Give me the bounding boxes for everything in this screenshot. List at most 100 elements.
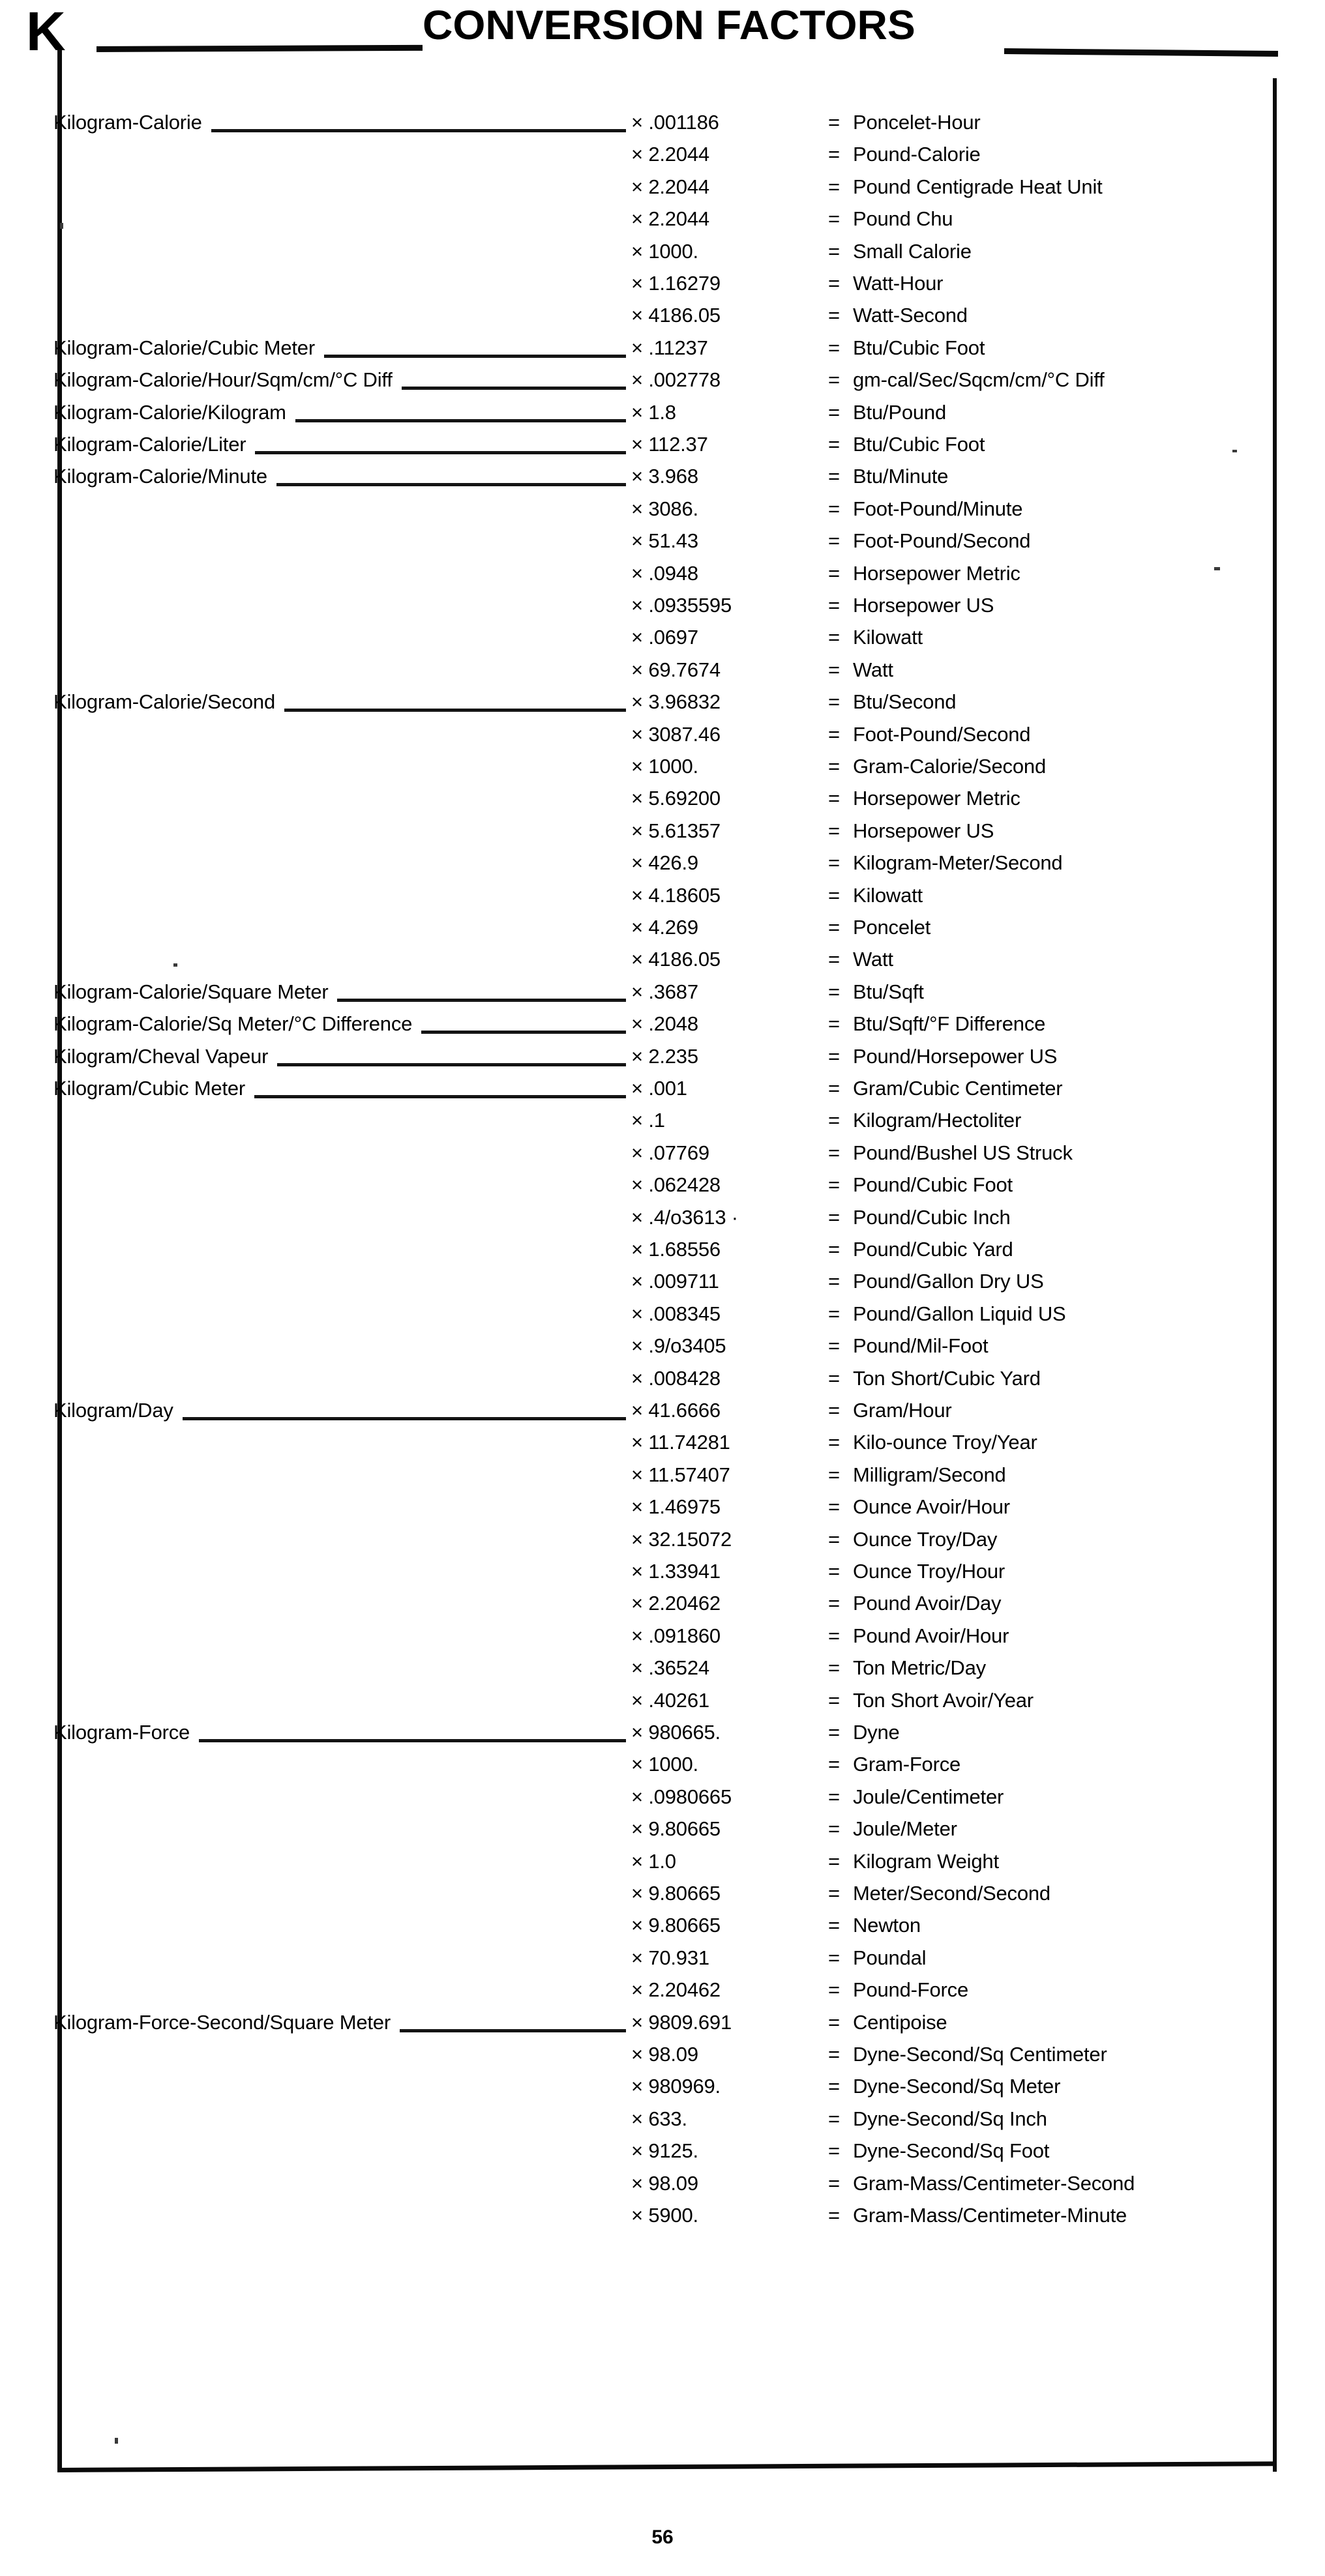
result-unit: = Btu/Second <box>828 689 956 715</box>
result-unit: = Foot-Pound/Second <box>828 528 1031 554</box>
result-unit: = Pound/Cubic Inch <box>828 1205 1011 1231</box>
result-unit: = Horsepower Metric <box>828 561 1020 587</box>
conversion-factor: × 2.20462 <box>631 1592 721 1615</box>
table-row: × .0980665 = Joule/Centimeter <box>0 1784 1325 1816</box>
table-row: × 1000. = Gram-Calorie/Second <box>0 754 1325 785</box>
result-unit-label: Ounce Troy/Hour <box>853 1560 1005 1583</box>
equals-sign: = <box>828 1560 840 1583</box>
conversion-factor: × 5.69200 <box>631 787 721 810</box>
result-unit: = Pound/Mil-Foot <box>828 1333 989 1359</box>
page-number: 56 <box>651 2526 674 2548</box>
equals-sign: = <box>828 304 840 327</box>
result-unit-label: Btu/Pound <box>853 400 946 424</box>
equals-sign: = <box>828 1012 840 1036</box>
equals-sign: = <box>828 1205 840 1229</box>
table-row: × .091860 = Pound Avoir/Hour <box>0 1623 1325 1655</box>
equals-sign: = <box>828 883 840 907</box>
equals-sign: = <box>828 1978 840 2002</box>
result-unit: = Dyne-Second/Sq Centimeter <box>828 2042 1107 2068</box>
equals-sign: = <box>828 1688 840 1712</box>
conversion-factor: × 11.74281 <box>631 1431 730 1454</box>
scan-speckle <box>60 223 63 229</box>
conversion-factor: × .001 <box>631 1077 687 1100</box>
conversion-factor: × 70.931 <box>631 1946 709 1969</box>
conversion-factor: × 5.61357 <box>631 819 721 842</box>
conversion-factor: × 2.20462 <box>631 1978 721 2002</box>
table-row: × .36524 = Ton Metric/Day <box>0 1655 1325 1687</box>
conversion-factor: × 1.0 <box>631 1849 676 1873</box>
equals-sign: = <box>828 2139 840 2163</box>
equals-sign: = <box>828 1753 840 1776</box>
result-unit-label: Dyne <box>853 1721 900 1744</box>
unit-label: Kilogram-Force <box>53 1721 190 1744</box>
equals-sign: = <box>828 336 840 359</box>
table-row: × 3087.46 = Foot-Pound/Second <box>0 722 1325 754</box>
scan-speckle <box>1232 450 1237 452</box>
equals-sign: = <box>828 1334 840 1358</box>
table-row: Kilogram/Day × 41.6666 = Gram/Hour <box>0 1398 1325 1429</box>
result-unit-label: Btu/Sqft/°F Difference <box>853 1012 1046 1036</box>
table-row: × 4.269 = Poncelet <box>0 915 1325 946</box>
result-unit-label: Pound-Force <box>853 1978 969 2002</box>
table-row: × 1.33941 = Ounce Troy/Hour <box>0 1559 1325 1590</box>
table-row: × 4.18605 = Kilowatt <box>0 883 1325 915</box>
result-unit: = Pound Avoir/Day <box>828 1590 1002 1617</box>
result-unit-label: Horsepower Metric <box>853 787 1020 810</box>
equals-sign: = <box>828 2204 840 2227</box>
leader-rule <box>323 354 626 358</box>
result-unit: = Btu/Minute <box>828 463 948 490</box>
conversion-factor: × 9125. <box>631 2139 698 2163</box>
result-unit: = Horsepower US <box>828 593 994 619</box>
equals-sign: = <box>828 2107 840 2130</box>
table-row: × 9.80665 = Newton <box>0 1912 1325 1944</box>
table-row: × 5.69200 = Horsepower Metric <box>0 785 1325 817</box>
conversion-factor: × .0980665 <box>631 1785 732 1808</box>
conversion-factor: × 633. <box>631 2107 687 2130</box>
result-unit-label: Pound Avoir/Day <box>853 1592 1002 1615</box>
conversion-factor: × .36524 <box>631 1656 709 1680</box>
result-unit: = Gram-Calorie/Second <box>828 754 1046 780</box>
conversion-factor: × .091860 <box>631 1624 721 1647</box>
result-unit: = Btu/Pound <box>828 400 946 426</box>
table-row: × 1.46975 = Ounce Avoir/Hour <box>0 1494 1325 1526</box>
conversion-factor: × 3.968 <box>631 465 698 488</box>
table-row: × 2.2044 = Pound-Calorie <box>0 141 1325 173</box>
result-unit-label: Kilogram/Hectoliter <box>853 1109 1022 1132</box>
table-row: × 98.09 = Dyne-Second/Sq Centimeter <box>0 2042 1325 2073</box>
equals-sign: = <box>828 207 840 231</box>
result-unit-label: Small Calorie <box>853 239 972 263</box>
table-row: Kilogram-Force × 980665. = Dyne <box>0 1720 1325 1751</box>
conversion-factor: × 2.2044 <box>631 143 709 166</box>
result-unit: = Ounce Troy/Day <box>828 1527 997 1553</box>
conversion-factor: × 2.2044 <box>631 175 709 198</box>
unit-label: Kilogram-Calorie/Cubic Meter <box>53 336 315 359</box>
conversion-factor: × 1.8 <box>631 400 676 424</box>
conversion-factor: × 5900. <box>631 2204 698 2227</box>
equals-sign: = <box>828 722 840 746</box>
leader-rule <box>276 483 626 487</box>
table-row: × .008428 = Ton Short/Cubic Yard <box>0 1366 1325 1398</box>
result-unit-label: Ton Short Avoir/Year <box>853 1688 1034 1712</box>
conversion-factor: × 9.80665 <box>631 1817 721 1841</box>
table-row: Kilogram-Calorie/Sq Meter/°C Difference ×… <box>0 1011 1325 1043</box>
table-row: × 2.20462 = Pound-Force <box>0 1977 1325 2009</box>
result-unit: = Watt-Second <box>828 302 968 329</box>
conversion-factor: × 69.7674 <box>631 658 721 681</box>
result-unit-label: Centipoise <box>853 2010 947 2034</box>
table-row: × .0697 = Kilowatt <box>0 624 1325 656</box>
result-unit: = Ounce Avoir/Hour <box>828 1494 1010 1520</box>
unit-label: Kilogram-Calorie/Liter <box>53 433 246 456</box>
conversion-factor: × .0697 <box>631 626 698 649</box>
result-unit: = Pound/Bushel US Struck <box>828 1140 1073 1166</box>
table-row: × 1000. = Gram-Force <box>0 1751 1325 1783</box>
leader-rule <box>182 1417 626 1420</box>
conversion-factor: × 1000. <box>631 1753 698 1776</box>
conversion-factor: × 1.68556 <box>631 1238 721 1261</box>
result-unit-label: Pound/Horsepower US <box>853 1044 1058 1068</box>
equals-sign: = <box>828 1495 840 1519</box>
equals-sign: = <box>828 2010 840 2034</box>
conversion-factor: × 1.16279 <box>631 272 721 295</box>
result-unit: = Newton <box>828 1912 921 1939</box>
conversion-factor: × 11.57407 <box>631 1463 730 1486</box>
equals-sign: = <box>828 1624 840 1647</box>
